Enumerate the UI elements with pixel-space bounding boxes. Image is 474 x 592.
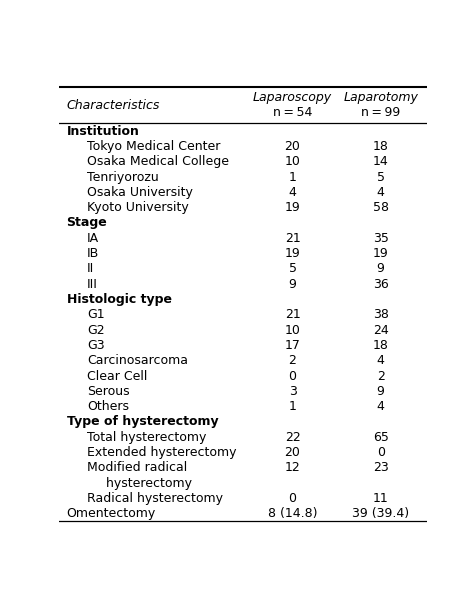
Text: 9: 9 [289,278,296,291]
Text: 14: 14 [373,155,389,168]
Text: n = 54: n = 54 [273,106,312,119]
Text: 19: 19 [285,201,301,214]
Text: 1: 1 [289,170,296,184]
Text: 4: 4 [289,186,296,199]
Text: hysterectomy: hysterectomy [94,477,192,490]
Text: Osaka Medical College: Osaka Medical College [87,155,229,168]
Text: 65: 65 [373,431,389,444]
Text: 39 (39.4): 39 (39.4) [352,507,409,520]
Text: Radical hysterectomy: Radical hysterectomy [87,492,223,505]
Text: 10: 10 [284,324,301,337]
Text: 36: 36 [373,278,389,291]
Text: 22: 22 [285,431,301,444]
Text: 1: 1 [289,400,296,413]
Text: 12: 12 [285,461,301,474]
Text: Modified radical: Modified radical [87,461,187,474]
Text: 9: 9 [377,262,384,275]
Text: Omentectomy: Omentectomy [66,507,156,520]
Text: Tenriyorozu: Tenriyorozu [87,170,158,184]
Text: 0: 0 [289,492,297,505]
Text: 19: 19 [373,247,389,260]
Text: Laparoscopy: Laparoscopy [253,91,332,104]
Text: 20: 20 [284,446,301,459]
Text: 0: 0 [289,369,297,382]
Text: Institution: Institution [66,124,139,137]
Text: 35: 35 [373,231,389,244]
Text: 20: 20 [284,140,301,153]
Text: Stage: Stage [66,217,107,230]
Text: 4: 4 [377,400,384,413]
Text: 18: 18 [373,140,389,153]
Text: 4: 4 [377,186,384,199]
Text: 9: 9 [377,385,384,398]
Text: 5: 5 [377,170,385,184]
Text: 2: 2 [289,354,296,367]
Text: Others: Others [87,400,129,413]
Text: IB: IB [87,247,99,260]
Text: II: II [87,262,94,275]
Text: 19: 19 [285,247,301,260]
Text: Characteristics: Characteristics [66,99,160,112]
Text: Histologic type: Histologic type [66,293,172,306]
Text: Laparotomy: Laparotomy [343,91,418,104]
Text: n = 99: n = 99 [361,106,401,119]
Text: 58: 58 [373,201,389,214]
Text: 17: 17 [284,339,301,352]
Text: 21: 21 [285,231,301,244]
Text: 38: 38 [373,308,389,321]
Text: Total hysterectomy: Total hysterectomy [87,431,206,444]
Text: 0: 0 [377,446,385,459]
Text: Serous: Serous [87,385,129,398]
Text: 10: 10 [284,155,301,168]
Text: 21: 21 [285,308,301,321]
Text: Tokyo Medical Center: Tokyo Medical Center [87,140,220,153]
Text: 4: 4 [377,354,384,367]
Text: Clear Cell: Clear Cell [87,369,147,382]
Text: G2: G2 [87,324,104,337]
Text: 2: 2 [377,369,384,382]
Text: Extended hysterectomy: Extended hysterectomy [87,446,237,459]
Text: G1: G1 [87,308,104,321]
Text: Type of hysterectomy: Type of hysterectomy [66,416,218,429]
Text: Carcinosarcoma: Carcinosarcoma [87,354,188,367]
Text: 3: 3 [289,385,296,398]
Text: IA: IA [87,231,99,244]
Text: III: III [87,278,98,291]
Text: 8 (14.8): 8 (14.8) [268,507,317,520]
Text: 5: 5 [289,262,297,275]
Text: 11: 11 [373,492,389,505]
Text: Osaka University: Osaka University [87,186,192,199]
Text: 23: 23 [373,461,389,474]
Text: G3: G3 [87,339,104,352]
Text: 24: 24 [373,324,389,337]
Text: 18: 18 [373,339,389,352]
Text: Kyoto University: Kyoto University [87,201,189,214]
